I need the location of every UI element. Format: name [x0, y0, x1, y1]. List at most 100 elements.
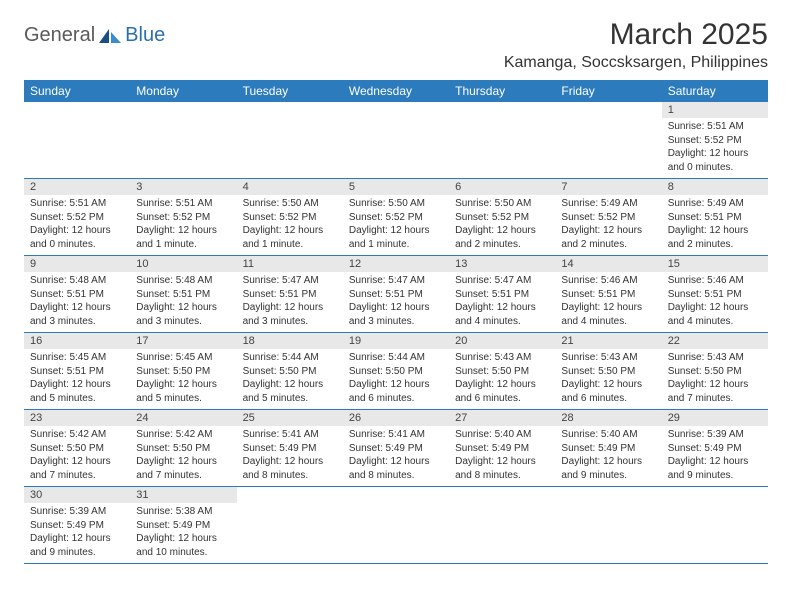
weekday-header: Sunday: [24, 80, 130, 102]
weekday-header: Monday: [130, 80, 236, 102]
day-number-cell: 29: [662, 410, 768, 427]
day-detail-cell: [662, 503, 768, 564]
sun-info: Sunrise: 5:41 AM Sunset: 5:49 PM Dayligh…: [349, 428, 443, 482]
day-detail-cell: [130, 118, 236, 179]
day-number-cell: 17: [130, 333, 236, 350]
day-detail-row: Sunrise: 5:51 AM Sunset: 5:52 PM Dayligh…: [24, 195, 768, 256]
day-detail-cell: Sunrise: 5:48 AM Sunset: 5:51 PM Dayligh…: [24, 272, 130, 333]
day-detail-cell: Sunrise: 5:45 AM Sunset: 5:51 PM Dayligh…: [24, 349, 130, 410]
header: General Blue March 2025 Kamanga, Soccsks…: [24, 18, 768, 72]
day-number-cell: 26: [343, 410, 449, 427]
sun-info: Sunrise: 5:48 AM Sunset: 5:51 PM Dayligh…: [136, 274, 230, 328]
sun-info: Sunrise: 5:47 AM Sunset: 5:51 PM Dayligh…: [243, 274, 337, 328]
day-number-cell: [555, 487, 661, 504]
day-detail-cell: Sunrise: 5:44 AM Sunset: 5:50 PM Dayligh…: [237, 349, 343, 410]
day-detail-cell: Sunrise: 5:47 AM Sunset: 5:51 PM Dayligh…: [343, 272, 449, 333]
sun-info: Sunrise: 5:46 AM Sunset: 5:51 PM Dayligh…: [668, 274, 762, 328]
day-detail-row: Sunrise: 5:51 AM Sunset: 5:52 PM Dayligh…: [24, 118, 768, 179]
sun-info: Sunrise: 5:49 AM Sunset: 5:52 PM Dayligh…: [561, 197, 655, 251]
day-detail-cell: Sunrise: 5:51 AM Sunset: 5:52 PM Dayligh…: [662, 118, 768, 179]
day-detail-cell: Sunrise: 5:43 AM Sunset: 5:50 PM Dayligh…: [449, 349, 555, 410]
day-detail-cell: Sunrise: 5:46 AM Sunset: 5:51 PM Dayligh…: [555, 272, 661, 333]
day-number-cell: 4: [237, 179, 343, 196]
day-detail-row: Sunrise: 5:45 AM Sunset: 5:51 PM Dayligh…: [24, 349, 768, 410]
sun-info: Sunrise: 5:38 AM Sunset: 5:49 PM Dayligh…: [136, 505, 230, 559]
day-number-cell: 6: [449, 179, 555, 196]
weekday-header: Thursday: [449, 80, 555, 102]
day-detail-cell: Sunrise: 5:49 AM Sunset: 5:52 PM Dayligh…: [555, 195, 661, 256]
day-detail-cell: Sunrise: 5:50 AM Sunset: 5:52 PM Dayligh…: [449, 195, 555, 256]
sun-info: Sunrise: 5:42 AM Sunset: 5:50 PM Dayligh…: [136, 428, 230, 482]
day-detail-cell: [555, 503, 661, 564]
sun-info: Sunrise: 5:51 AM Sunset: 5:52 PM Dayligh…: [30, 197, 124, 251]
calendar-table: SundayMondayTuesdayWednesdayThursdayFrid…: [24, 80, 768, 564]
day-number-cell: 25: [237, 410, 343, 427]
day-detail-cell: Sunrise: 5:41 AM Sunset: 5:49 PM Dayligh…: [343, 426, 449, 487]
day-number-cell: 1: [662, 102, 768, 118]
day-detail-cell: [449, 503, 555, 564]
logo-text-general: General: [24, 24, 95, 47]
sun-info: Sunrise: 5:43 AM Sunset: 5:50 PM Dayligh…: [668, 351, 762, 405]
day-number-cell: 16: [24, 333, 130, 350]
day-number-cell: 18: [237, 333, 343, 350]
sun-info: Sunrise: 5:41 AM Sunset: 5:49 PM Dayligh…: [243, 428, 337, 482]
day-detail-cell: Sunrise: 5:40 AM Sunset: 5:49 PM Dayligh…: [449, 426, 555, 487]
sun-info: Sunrise: 5:50 AM Sunset: 5:52 PM Dayligh…: [455, 197, 549, 251]
weekday-header-row: SundayMondayTuesdayWednesdayThursdayFrid…: [24, 80, 768, 102]
day-detail-cell: [24, 118, 130, 179]
day-number-cell: 22: [662, 333, 768, 350]
day-number-row: 1: [24, 102, 768, 118]
day-number-cell: 10: [130, 256, 236, 273]
sun-info: Sunrise: 5:39 AM Sunset: 5:49 PM Dayligh…: [30, 505, 124, 559]
day-detail-cell: Sunrise: 5:38 AM Sunset: 5:49 PM Dayligh…: [130, 503, 236, 564]
sun-info: Sunrise: 5:47 AM Sunset: 5:51 PM Dayligh…: [349, 274, 443, 328]
day-detail-row: Sunrise: 5:39 AM Sunset: 5:49 PM Dayligh…: [24, 503, 768, 564]
day-detail-cell: [237, 503, 343, 564]
sun-info: Sunrise: 5:42 AM Sunset: 5:50 PM Dayligh…: [30, 428, 124, 482]
day-number-cell: [237, 487, 343, 504]
day-detail-cell: Sunrise: 5:49 AM Sunset: 5:51 PM Dayligh…: [662, 195, 768, 256]
sun-info: Sunrise: 5:43 AM Sunset: 5:50 PM Dayligh…: [561, 351, 655, 405]
day-number-cell: 30: [24, 487, 130, 504]
day-number-cell: 7: [555, 179, 661, 196]
day-number-cell: [24, 102, 130, 118]
day-detail-cell: Sunrise: 5:40 AM Sunset: 5:49 PM Dayligh…: [555, 426, 661, 487]
day-number-cell: 15: [662, 256, 768, 273]
sun-info: Sunrise: 5:40 AM Sunset: 5:49 PM Dayligh…: [455, 428, 549, 482]
sun-info: Sunrise: 5:39 AM Sunset: 5:49 PM Dayligh…: [668, 428, 762, 482]
day-detail-cell: Sunrise: 5:43 AM Sunset: 5:50 PM Dayligh…: [555, 349, 661, 410]
sun-info: Sunrise: 5:51 AM Sunset: 5:52 PM Dayligh…: [668, 120, 762, 174]
day-number-cell: 27: [449, 410, 555, 427]
sun-info: Sunrise: 5:50 AM Sunset: 5:52 PM Dayligh…: [349, 197, 443, 251]
day-detail-cell: Sunrise: 5:46 AM Sunset: 5:51 PM Dayligh…: [662, 272, 768, 333]
weekday-header: Tuesday: [237, 80, 343, 102]
day-detail-cell: Sunrise: 5:45 AM Sunset: 5:50 PM Dayligh…: [130, 349, 236, 410]
day-number-cell: 2: [24, 179, 130, 196]
logo-text-blue: Blue: [125, 24, 165, 47]
day-number-cell: 21: [555, 333, 661, 350]
day-detail-cell: Sunrise: 5:39 AM Sunset: 5:49 PM Dayligh…: [24, 503, 130, 564]
sun-info: Sunrise: 5:44 AM Sunset: 5:50 PM Dayligh…: [349, 351, 443, 405]
title-block: March 2025 Kamanga, Soccsksargen, Philip…: [504, 18, 768, 72]
day-detail-row: Sunrise: 5:48 AM Sunset: 5:51 PM Dayligh…: [24, 272, 768, 333]
day-number-cell: [343, 487, 449, 504]
day-detail-cell: Sunrise: 5:51 AM Sunset: 5:52 PM Dayligh…: [130, 195, 236, 256]
day-number-cell: 14: [555, 256, 661, 273]
day-detail-cell: Sunrise: 5:42 AM Sunset: 5:50 PM Dayligh…: [24, 426, 130, 487]
day-number-cell: 20: [449, 333, 555, 350]
month-title: March 2025: [504, 18, 768, 52]
day-detail-cell: Sunrise: 5:47 AM Sunset: 5:51 PM Dayligh…: [237, 272, 343, 333]
day-detail-cell: [343, 118, 449, 179]
day-number-cell: 8: [662, 179, 768, 196]
day-detail-cell: Sunrise: 5:39 AM Sunset: 5:49 PM Dayligh…: [662, 426, 768, 487]
day-detail-cell: [449, 118, 555, 179]
sun-info: Sunrise: 5:43 AM Sunset: 5:50 PM Dayligh…: [455, 351, 549, 405]
day-number-cell: 11: [237, 256, 343, 273]
sun-info: Sunrise: 5:44 AM Sunset: 5:50 PM Dayligh…: [243, 351, 337, 405]
day-number-cell: [449, 487, 555, 504]
day-number-cell: 9: [24, 256, 130, 273]
day-number-row: 9101112131415: [24, 256, 768, 273]
day-number-row: 3031: [24, 487, 768, 504]
day-number-row: 2345678: [24, 179, 768, 196]
weekday-header: Wednesday: [343, 80, 449, 102]
